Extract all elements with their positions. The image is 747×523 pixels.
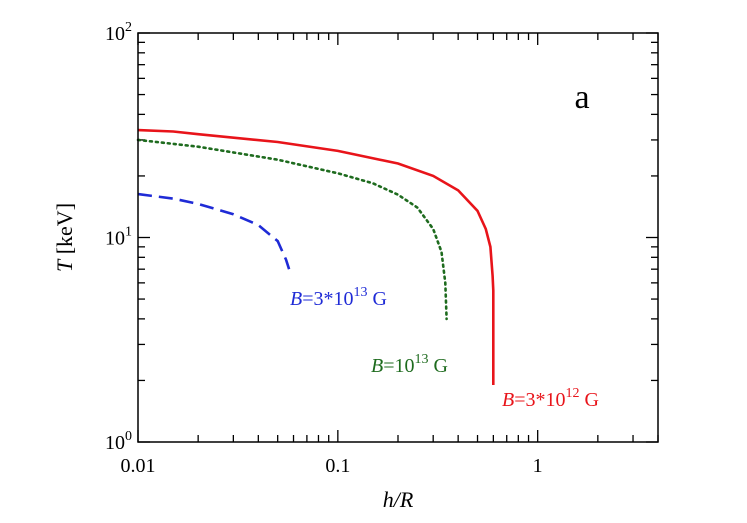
x-axis-label: h/R: [383, 487, 414, 512]
series-line-2: [136, 138, 448, 321]
series-label-3: B=3*1012 G: [502, 386, 599, 411]
x-tick-label: 1: [533, 455, 543, 477]
ticks-layer: [137, 32, 659, 443]
series-line-3: [137, 128, 495, 385]
y-tick-label: 100: [105, 429, 132, 454]
x-tick-label: 0.1: [325, 455, 350, 477]
y-axis-label: T [keV]: [52, 203, 77, 272]
series-label-2: B=1013 G: [371, 352, 448, 377]
panel-label: a: [574, 79, 589, 116]
series-layer: [136, 128, 495, 385]
y-tick-label: 101: [105, 225, 132, 250]
series-line-1: [137, 192, 291, 270]
x-tick-label: 0.01: [121, 455, 156, 477]
labels-layer: 0.01 0.1 1 100 101 102 h/R T [keV] a B=3*1013 G B=…: [52, 20, 599, 512]
series-label-1: B=3*1013 G: [290, 285, 387, 310]
plot-frame: [137, 32, 659, 443]
y-tick-label: 102: [105, 20, 132, 45]
